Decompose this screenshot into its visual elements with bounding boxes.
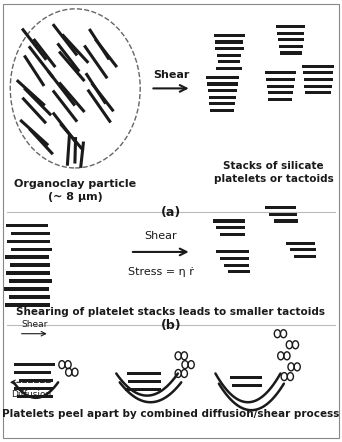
Bar bbox=[279, 45, 303, 48]
Bar bbox=[11, 232, 50, 235]
Bar bbox=[215, 47, 244, 50]
Bar bbox=[279, 51, 302, 54]
Bar bbox=[6, 224, 48, 227]
Bar bbox=[9, 295, 50, 299]
Bar bbox=[304, 78, 332, 81]
Text: Diffusion: Diffusion bbox=[11, 390, 51, 399]
Bar bbox=[303, 71, 333, 74]
Bar bbox=[230, 376, 263, 379]
Bar bbox=[218, 60, 240, 63]
Bar bbox=[207, 82, 238, 85]
Bar bbox=[7, 240, 50, 243]
Text: (a): (a) bbox=[161, 206, 181, 218]
Bar bbox=[10, 263, 50, 267]
Bar bbox=[3, 287, 50, 291]
Bar bbox=[294, 255, 316, 258]
Bar bbox=[210, 109, 234, 112]
Bar bbox=[302, 65, 334, 68]
Bar bbox=[274, 220, 298, 222]
Bar bbox=[305, 91, 331, 94]
Bar bbox=[276, 25, 305, 28]
Bar bbox=[287, 241, 315, 245]
Bar bbox=[216, 250, 249, 253]
Text: Shear: Shear bbox=[21, 320, 48, 329]
Text: Organoclay particle: Organoclay particle bbox=[14, 179, 136, 189]
Bar bbox=[127, 372, 161, 375]
Bar bbox=[228, 270, 250, 273]
Bar bbox=[269, 213, 297, 216]
Bar bbox=[5, 255, 49, 259]
Bar bbox=[278, 38, 303, 41]
Text: (b): (b) bbox=[161, 319, 181, 332]
Bar bbox=[19, 379, 53, 382]
Bar bbox=[17, 395, 53, 398]
Bar bbox=[267, 91, 293, 94]
Bar bbox=[232, 384, 262, 387]
Bar bbox=[216, 226, 246, 229]
Bar bbox=[14, 371, 51, 374]
Bar bbox=[220, 232, 245, 236]
Bar bbox=[224, 263, 249, 267]
Text: Shearing of platelet stacks leads to smaller tactoids: Shearing of platelet stacks leads to sma… bbox=[16, 307, 326, 317]
Text: Shear: Shear bbox=[144, 231, 177, 241]
Bar bbox=[206, 76, 238, 79]
Bar bbox=[209, 102, 235, 105]
Bar bbox=[277, 31, 304, 34]
Bar bbox=[6, 271, 50, 275]
Bar bbox=[290, 248, 316, 251]
Text: Stacks of silicate
platelets or tactoids: Stacks of silicate platelets or tactoids bbox=[214, 161, 333, 184]
Bar bbox=[217, 53, 241, 57]
Bar bbox=[216, 67, 242, 70]
Text: Stress = η ṙ: Stress = η ṙ bbox=[128, 267, 194, 278]
Text: Shear: Shear bbox=[153, 69, 189, 80]
Bar bbox=[220, 257, 249, 260]
Bar bbox=[11, 248, 52, 251]
Bar bbox=[214, 34, 245, 37]
Bar bbox=[14, 363, 55, 366]
Bar bbox=[208, 89, 237, 92]
Bar bbox=[268, 98, 292, 101]
Bar bbox=[265, 71, 296, 74]
Bar bbox=[5, 303, 50, 307]
Bar bbox=[10, 279, 52, 283]
Bar bbox=[304, 84, 332, 88]
Bar bbox=[215, 40, 243, 43]
Text: (~ 8 μm): (~ 8 μm) bbox=[48, 192, 103, 202]
Text: Platelets peel apart by combined diffusion/shear process: Platelets peel apart by combined diffusi… bbox=[2, 409, 340, 419]
Bar bbox=[267, 84, 294, 88]
Bar bbox=[209, 95, 236, 99]
Bar bbox=[213, 220, 245, 222]
Bar bbox=[14, 387, 53, 390]
Bar bbox=[125, 388, 161, 391]
Bar bbox=[128, 380, 161, 383]
Bar bbox=[265, 206, 296, 209]
Bar bbox=[266, 78, 295, 81]
